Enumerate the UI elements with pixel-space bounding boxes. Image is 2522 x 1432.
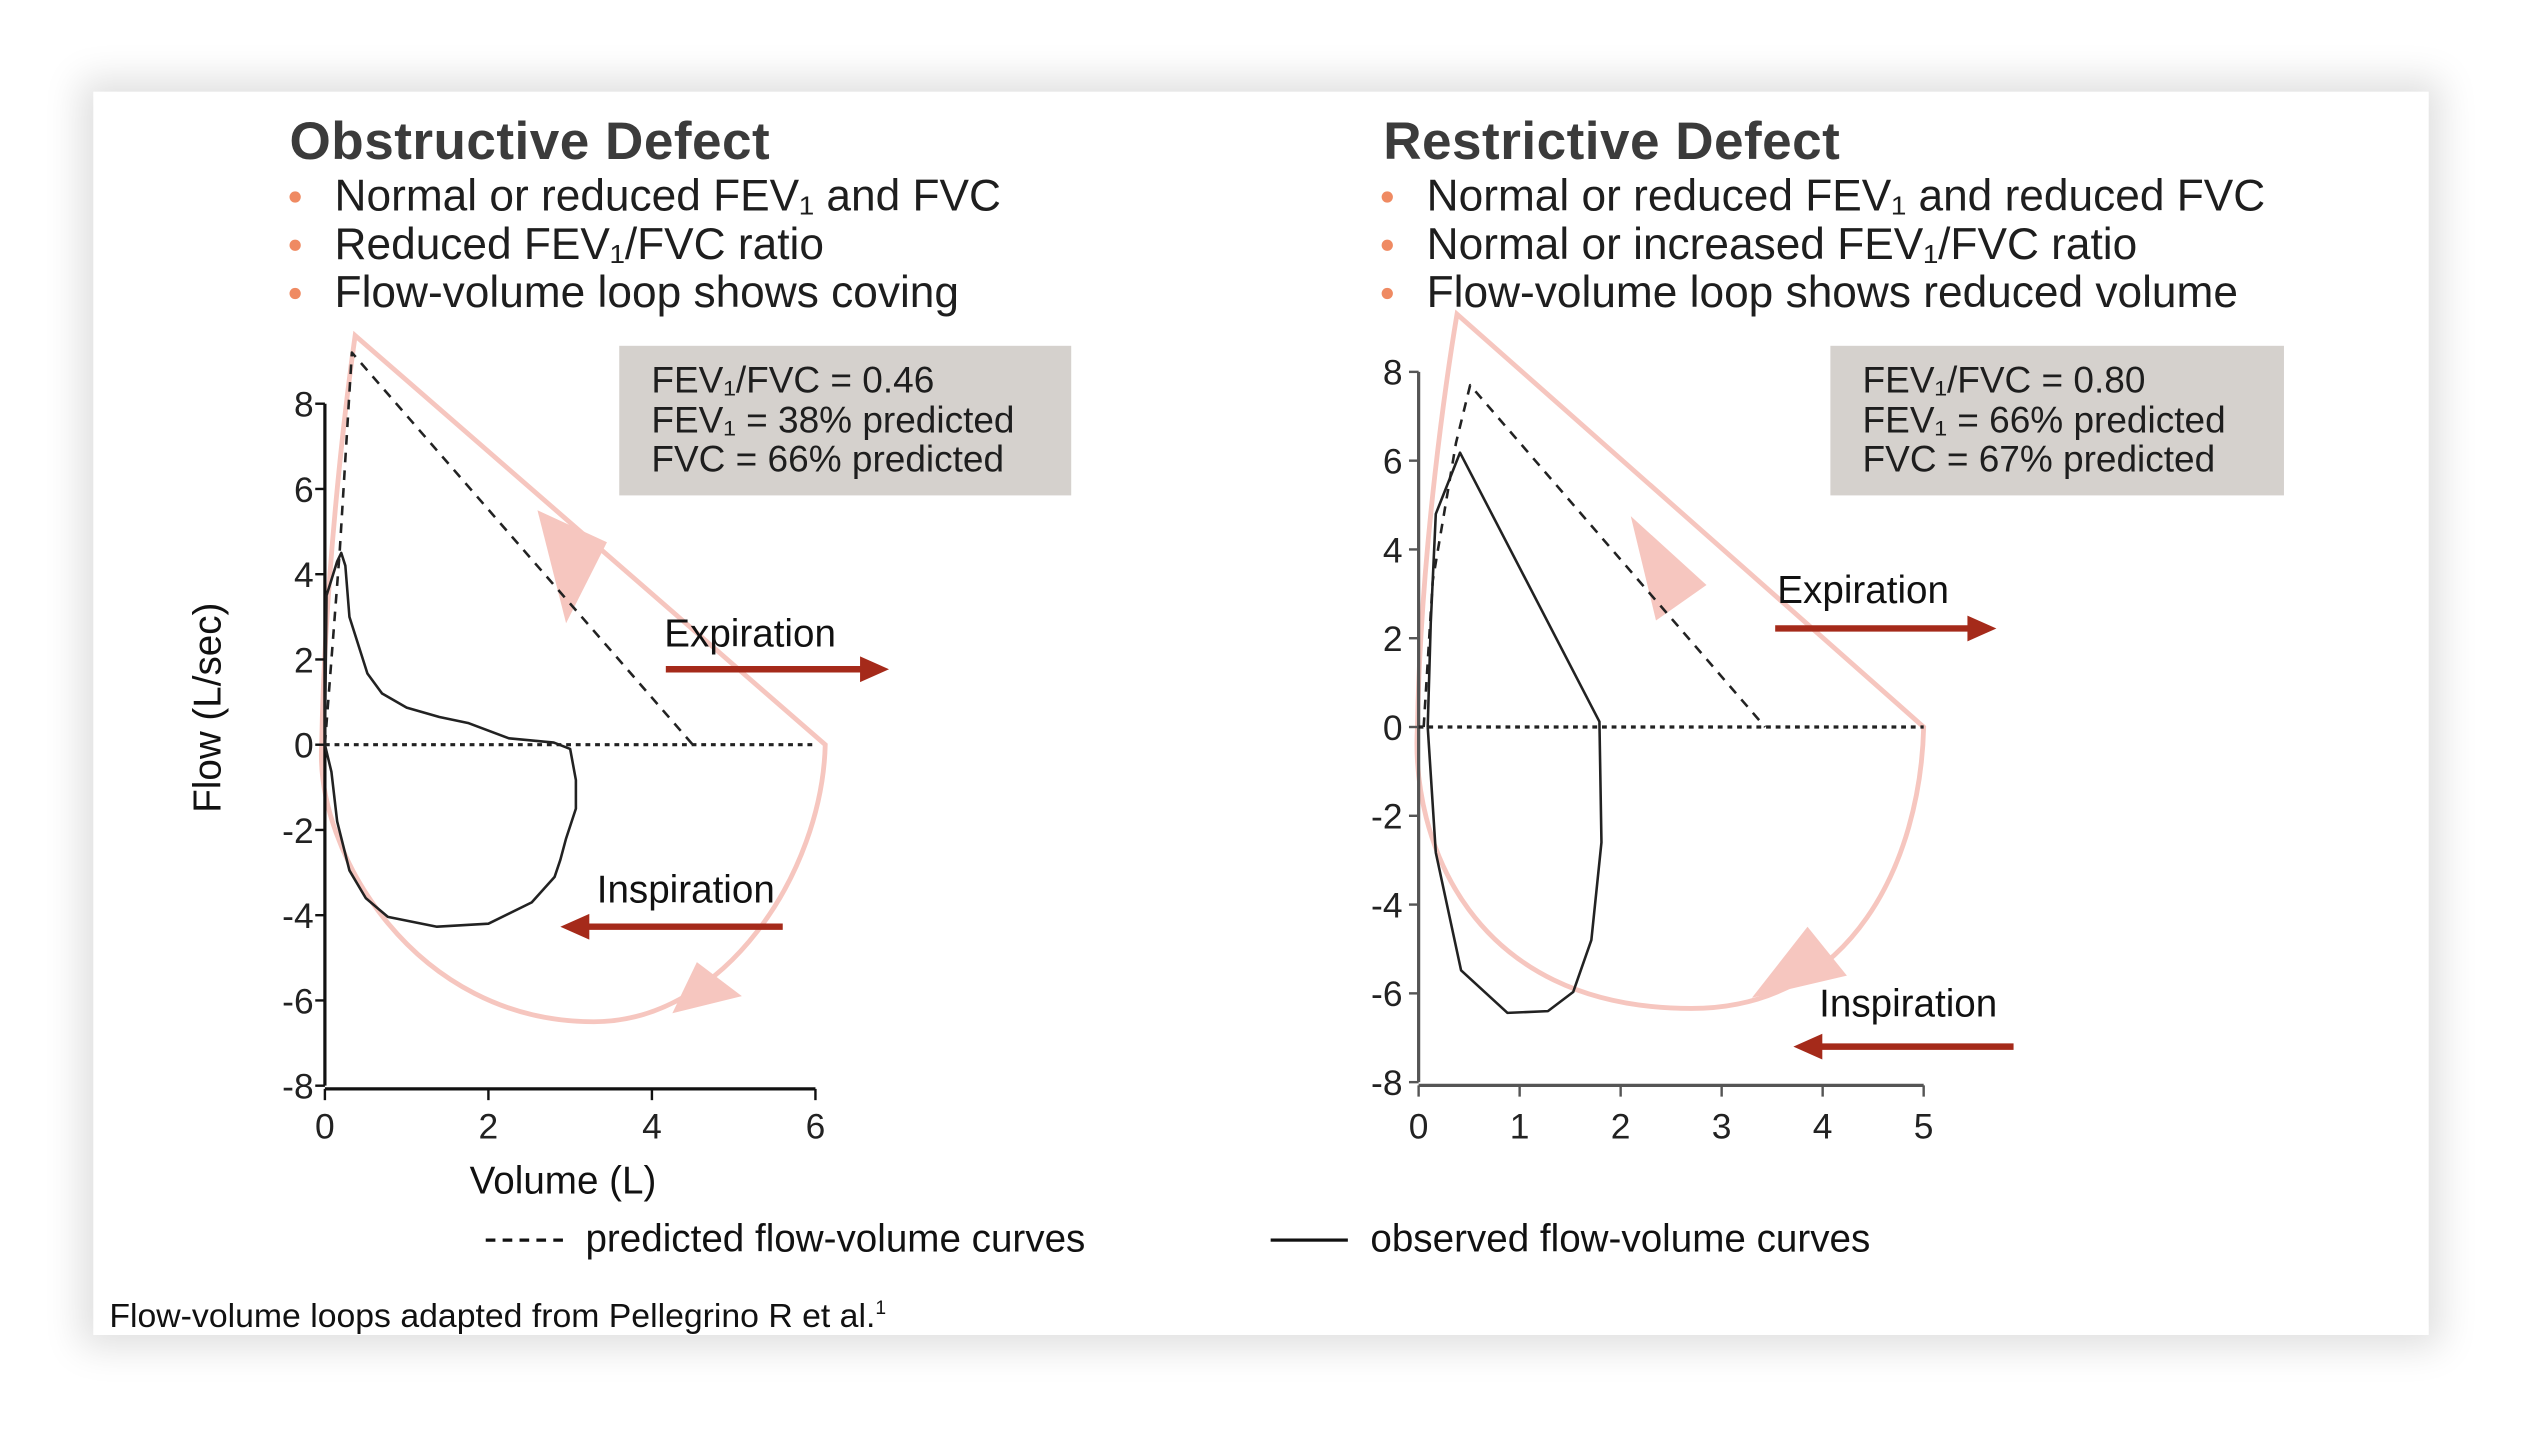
expiration-arrow-icon-head [1967, 615, 1997, 642]
y-tick-label: 6 [294, 471, 314, 510]
stat-fvc: FVC = 67% predicted [1862, 437, 2216, 480]
stat-fev1-fvc: FEV₁/FVC = 0.80 [1862, 358, 2146, 401]
y-tick-label: 8 [294, 386, 314, 425]
x-tick-label: 0 [315, 1108, 335, 1147]
x-tick-label: 1 [1510, 1108, 1530, 1147]
stats-box-restrictive: FEV₁/FVC = 0.80 FEV₁ = 66% predicted FVC… [1830, 345, 2284, 496]
y-tick-label: 4 [1383, 531, 1403, 570]
stat-fev1-fvc: FEV₁/FVC = 0.46 [651, 358, 935, 401]
loop-highlight [319, 330, 828, 1025]
y-tick-label: 2 [294, 641, 314, 680]
stat-fev1: FEV₁ = 66% predicted [1862, 398, 2226, 440]
panel-title-restrictive: Restrictive Defect [1383, 110, 1841, 171]
x-tick-label: 2 [479, 1108, 499, 1147]
y-tick-label: 6 [1383, 443, 1403, 482]
bullet-dot-icon [1381, 239, 1393, 251]
bullet-list-obstructive: Normal or reduced FEV₁ and FVC Reduced F… [289, 171, 1001, 317]
bullet-item: Reduced FEV₁/FVC ratio [289, 220, 1001, 268]
stat-fev1: FEV₁ = 38% predicted [651, 398, 1015, 440]
panel-title-obstructive: Obstructive Defect [289, 110, 771, 171]
legend-observed: observed flow-volume curves [1270, 1218, 1870, 1263]
expiration-arrow-icon-head [860, 656, 890, 683]
x-tick-label: 5 [1914, 1108, 1934, 1147]
bullet-list-restrictive: Normal or reduced FEV₁ and reduced FVC N… [1381, 171, 2266, 317]
inspiration-label-obstructive: Inspiration [596, 868, 775, 912]
y-tick-label: 0 [294, 727, 314, 766]
inspiration-arrow-icon-head [560, 913, 590, 940]
loop-highlight [1414, 309, 1927, 1011]
solid-line-swatch [1270, 1238, 1348, 1242]
bullet-item: Normal or reduced FEV₁ and FVC [289, 171, 1001, 220]
legend-predicted: predicted flow-volume curves [485, 1218, 1085, 1263]
y-tick-label: -2 [1371, 798, 1402, 837]
expiration-label-restrictive: Expiration [1777, 569, 1949, 613]
x-tick-label: 4 [642, 1108, 662, 1147]
y-tick-label: -4 [1371, 886, 1402, 925]
footnote: Flow-volume loops adapted from Pellegrin… [109, 1296, 887, 1335]
y-axis-label: Flow (L/sec) [186, 602, 231, 813]
bullet-item: Flow-volume loop shows coving [289, 268, 1001, 317]
bullet-dot-icon [289, 287, 301, 300]
bullet-dot-icon [289, 239, 301, 251]
bullet-dot-icon [1381, 191, 1393, 203]
inspiration-arrow-icon-head [1793, 1033, 1823, 1060]
y-tick-label: 8 [1383, 354, 1403, 393]
x-axis-label: Volume (L) [469, 1159, 657, 1204]
observed-curve [1426, 451, 1603, 1015]
bullet-dot-icon [289, 191, 301, 203]
y-tick-label: -6 [282, 982, 313, 1021]
expiration-label-obstructive: Expiration [664, 612, 836, 657]
x-tick-label: 6 [806, 1108, 826, 1147]
x-tick-label: 3 [1712, 1108, 1732, 1147]
x-tick-label: 2 [1611, 1108, 1631, 1147]
inspiration-label-restrictive: Inspiration [1819, 982, 1998, 1027]
bullet-dot-icon [1381, 287, 1393, 300]
y-tick-label: -8 [282, 1068, 313, 1107]
dashed-line-swatch [485, 1238, 563, 1242]
x-tick-label: 0 [1409, 1108, 1429, 1147]
bullet-item: Flow-volume loop shows reduced volume [1381, 268, 2266, 317]
y-tick-label: 2 [1383, 620, 1403, 659]
bullet-item: Normal or increased FEV₁/FVC ratio [1381, 220, 2266, 268]
x-tick-label: 4 [1813, 1108, 1833, 1147]
loop-arrowhead-icon [537, 510, 607, 624]
loop-arrowhead-icon [1630, 516, 1707, 621]
slide-card [93, 91, 2429, 1335]
observed-curve [323, 551, 578, 928]
y-tick-label: 4 [294, 556, 314, 595]
stats-box-obstructive: FEV₁/FVC = 0.46 FEV₁ = 38% predicted FVC… [619, 345, 1072, 496]
y-tick-label: -6 [1371, 975, 1402, 1014]
stat-fvc: FVC = 66% predicted [651, 437, 1005, 480]
y-tick-label: -4 [282, 897, 313, 936]
bullet-item: Normal or reduced FEV₁ and reduced FVC [1381, 171, 2265, 220]
y-tick-label: -2 [282, 812, 313, 851]
y-tick-label: -8 [1371, 1064, 1402, 1103]
loop-arrowhead-icon [1751, 926, 1847, 998]
predicted-curve [323, 351, 694, 746]
y-tick-label: 0 [1383, 709, 1403, 748]
loop-arrowhead-icon [672, 962, 742, 1014]
